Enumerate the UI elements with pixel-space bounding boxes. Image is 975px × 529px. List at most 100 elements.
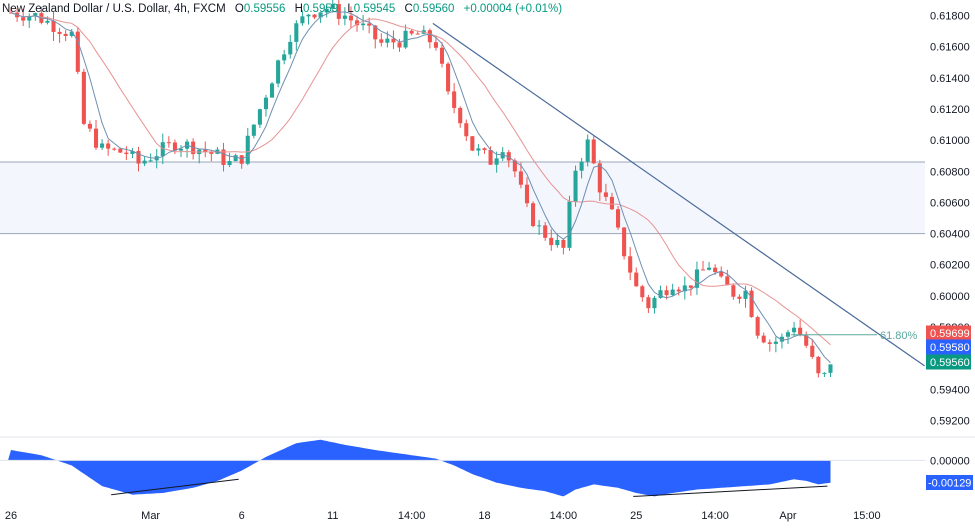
candle-body [476, 148, 481, 151]
descending-trendline[interactable] [432, 22, 925, 367]
low-label: L [347, 3, 354, 15]
candle-body [761, 335, 766, 343]
fib-level-label: 61.80% [880, 330, 918, 342]
candle-body [373, 25, 378, 40]
price-tick-label: 0.61400 [930, 73, 970, 85]
candle-body [136, 150, 141, 164]
candle-body [810, 345, 815, 357]
candle-body [124, 152, 129, 154]
candle-body [579, 161, 584, 171]
candle-body [81, 71, 86, 124]
time-tick-label: Apr [779, 510, 796, 522]
candle-body [178, 148, 184, 151]
time-tick-label: 11 [327, 510, 338, 522]
candle-body [731, 285, 736, 297]
candle-body [391, 38, 396, 43]
candle-body [628, 256, 633, 273]
price-scale[interactable]: 0.61800 0.61600 0.61400 0.61200 0.61000 0.608… [930, 11, 970, 428]
candle-body [555, 239, 560, 246]
candle-body [543, 225, 548, 238]
candle-body [51, 20, 56, 32]
candle-body [658, 290, 663, 298]
candle-body [816, 356, 821, 374]
candle-body [203, 149, 208, 152]
candle-body [379, 39, 384, 43]
oscillator-area [8, 439, 831, 497]
chart-legend: New Zealand Dollar / U.S. Dollar, 4h, FX… [2, 3, 562, 15]
oscillator-scale[interactable]: 0.00000 -0.00129 [926, 455, 973, 490]
candle-body [348, 15, 353, 21]
price-badge [926, 354, 971, 370]
candle-body [342, 15, 347, 19]
candle-body [488, 150, 493, 165]
candle-body [300, 16, 305, 24]
candle-body [112, 148, 117, 150]
candle-body [682, 285, 687, 292]
candle-body [57, 31, 62, 34]
candle-body [354, 20, 360, 26]
time-tick-label: 14:00 [398, 510, 426, 522]
divergence-line[interactable] [633, 485, 828, 497]
candle-body [567, 201, 572, 248]
price-badge-label: 0.59560 [930, 357, 970, 369]
price-tick-label: 0.61600 [930, 42, 970, 54]
candle-body [336, 4, 341, 19]
price-tick-label: 0.61000 [930, 135, 970, 147]
candle-body [270, 83, 275, 98]
candle-body [367, 23, 372, 26]
symbol-title: New Zealand Dollar / U.S. Dollar, 4h, FX… [2, 3, 226, 15]
candle-body [524, 184, 530, 204]
candle-body [670, 289, 675, 296]
candle-body [172, 142, 177, 151]
price-tick-label: 0.61800 [930, 11, 970, 23]
time-tick-label: 14:00 [550, 510, 578, 522]
candle-body [251, 124, 256, 136]
candle-body [694, 269, 699, 288]
candle-body [433, 42, 438, 48]
candle-body [482, 148, 487, 151]
candle-body [288, 41, 293, 55]
candle-body [324, 8, 329, 13]
candle-body [603, 192, 608, 197]
oscillator-value-label: -0.00129 [928, 477, 971, 489]
divergence-line[interactable] [111, 478, 239, 496]
time-axis[interactable]: 26 Mar 6 11 14:00 18 14:00 25 14:00 Apr 15:00 [5, 510, 881, 522]
oscillator-value-badge [926, 474, 973, 490]
candle-body [688, 285, 693, 288]
candle-body [640, 286, 645, 298]
candle-body [27, 16, 32, 21]
time-tick-label: 18 [478, 510, 490, 522]
candle-body [148, 160, 153, 162]
candle-body [573, 170, 578, 202]
time-tick-label: 26 [5, 510, 17, 522]
candle-body [100, 143, 105, 148]
open-label: O [235, 3, 244, 15]
candle-body [713, 267, 718, 273]
candle-body [263, 97, 269, 110]
candle-body [227, 161, 232, 165]
divergence-lines [111, 478, 828, 497]
candle-body [221, 149, 226, 165]
change-value: +0.00004 (+0.01%) [464, 3, 563, 15]
candle-body [427, 30, 432, 43]
candle-body [385, 38, 390, 43]
candle-body [312, 14, 317, 18]
candle-body [239, 155, 244, 164]
candle-body [822, 372, 827, 374]
candle-body [118, 148, 123, 153]
low-value: 0.59545 [354, 3, 396, 15]
candle-body [403, 30, 408, 48]
candle-body [45, 20, 50, 23]
candle-body [646, 297, 651, 309]
price-tick-label: 0.59200 [930, 415, 970, 427]
candle-body [276, 60, 281, 84]
fast-moving-average-line [10, 10, 831, 363]
time-tick-label: 15:00 [853, 510, 881, 522]
candle-body [743, 290, 748, 299]
candle-body [130, 150, 135, 154]
candle-body [415, 33, 420, 35]
candle-body [779, 336, 784, 342]
close-label: C [405, 3, 413, 15]
